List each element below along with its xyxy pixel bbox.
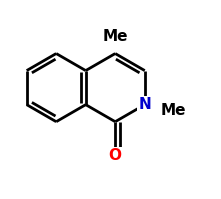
Text: Me: Me — [103, 29, 128, 44]
Text: O: O — [109, 148, 122, 163]
Text: N: N — [138, 97, 151, 112]
Text: Me: Me — [160, 103, 186, 118]
